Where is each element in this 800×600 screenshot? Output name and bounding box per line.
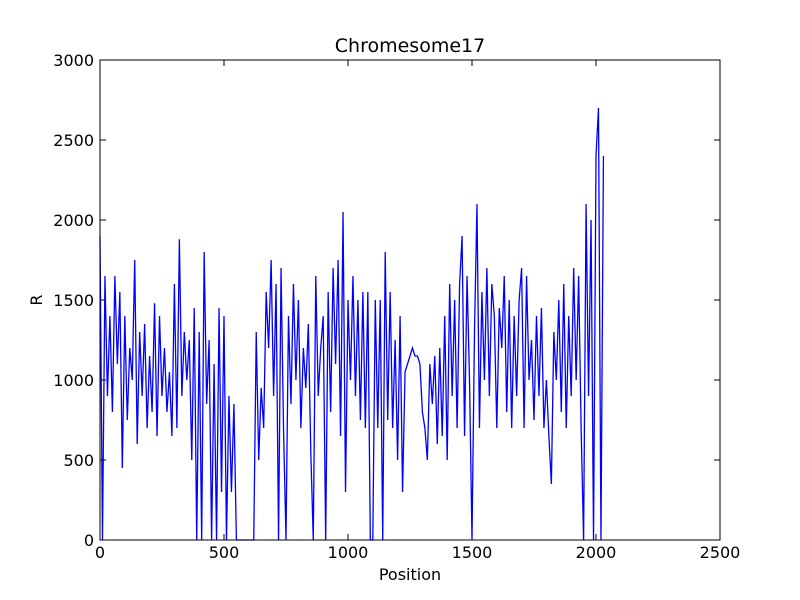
plot-frame bbox=[99, 59, 721, 541]
y-axis-label: R bbox=[27, 294, 46, 305]
x-tick-label: 1000 bbox=[328, 543, 369, 562]
chart-title: Chromesome17 bbox=[335, 35, 485, 57]
y-tick-label: 2000 bbox=[53, 211, 94, 230]
y-tick-label: 500 bbox=[63, 451, 94, 470]
y-tick-label: 1000 bbox=[53, 371, 94, 390]
data-line bbox=[99, 107, 605, 541]
y-tick-label: 2500 bbox=[53, 131, 94, 150]
x-tick-label: 1500 bbox=[452, 543, 493, 562]
y-tick-label: 0 bbox=[84, 531, 94, 550]
x-tick-label: 2500 bbox=[700, 543, 741, 562]
y-tick-label: 1500 bbox=[53, 291, 94, 310]
x-tick-label: 500 bbox=[209, 543, 240, 562]
x-tick-label: 2000 bbox=[576, 543, 617, 562]
x-tick-label: 0 bbox=[95, 543, 105, 562]
x-axis-label: Position bbox=[379, 565, 441, 584]
y-tick-label: 3000 bbox=[53, 51, 94, 70]
